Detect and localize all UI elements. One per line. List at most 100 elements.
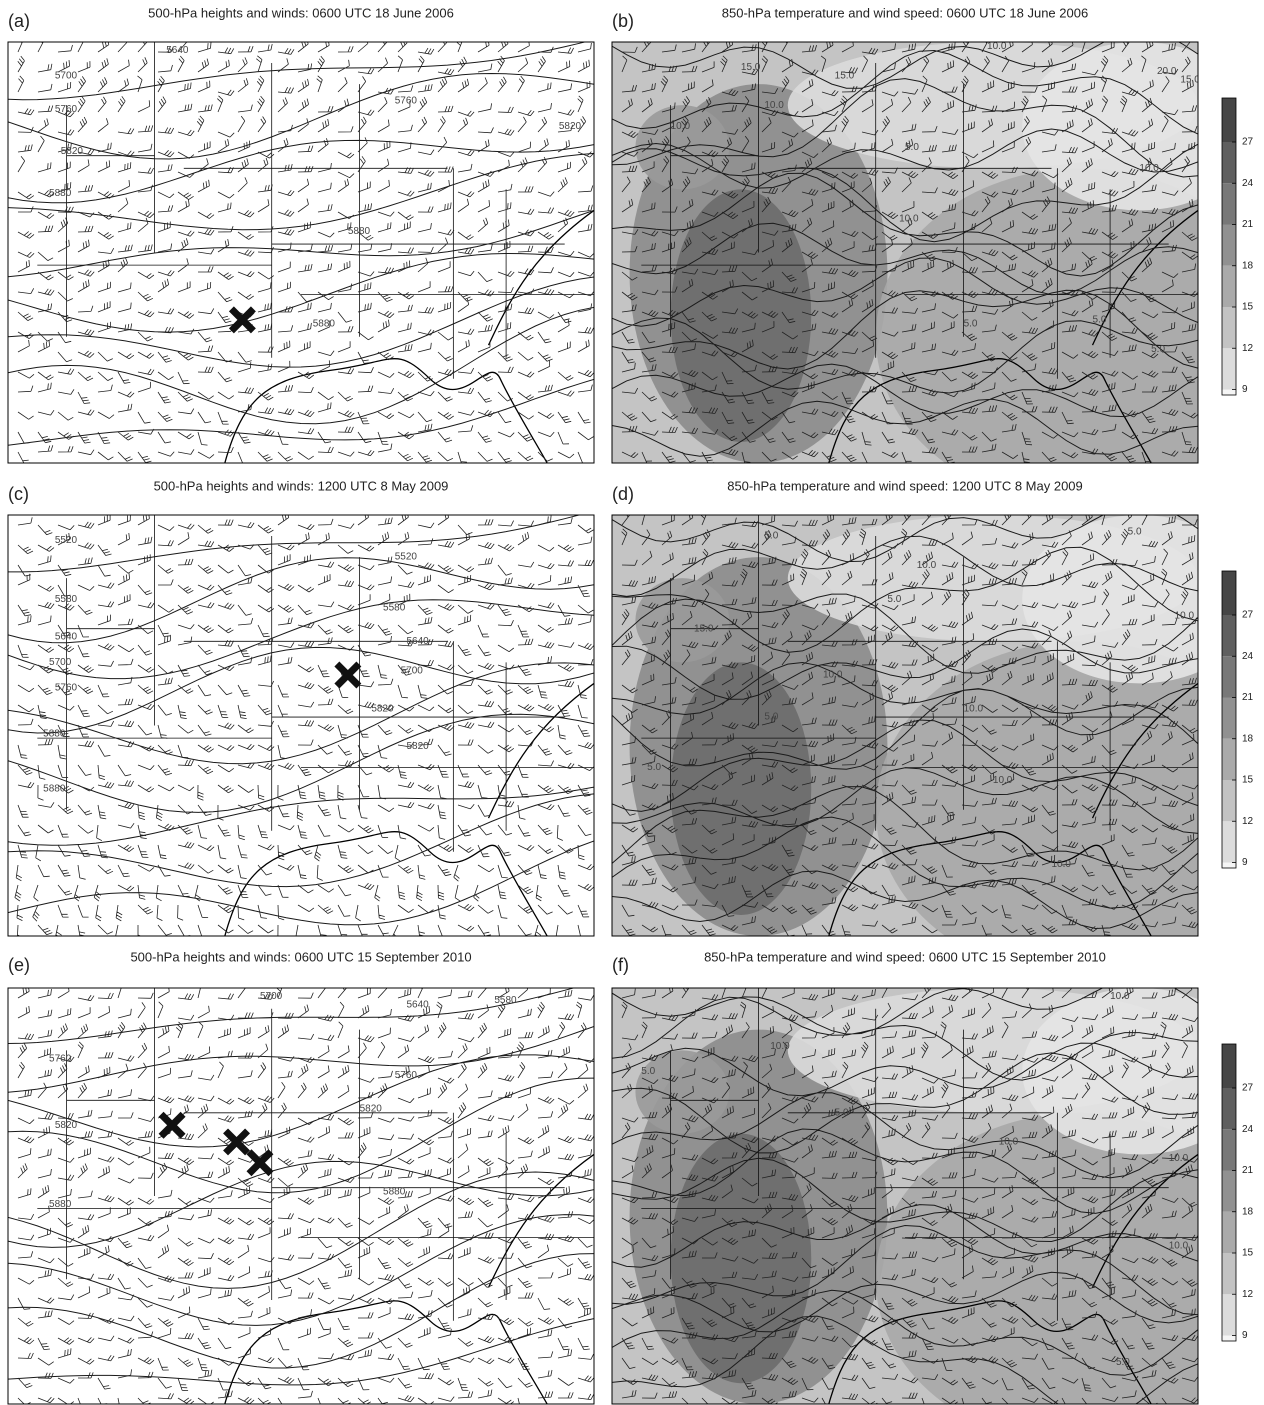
contour-label: 5.0	[1116, 1357, 1130, 1368]
colorbar-band	[1222, 1253, 1236, 1295]
wind-barbs	[17, 988, 594, 1404]
contour-label: 10.0	[1175, 611, 1195, 622]
colorbar-tick-label: 12	[1242, 1289, 1254, 1300]
contour-label: 10.0	[1110, 991, 1130, 1002]
panel-label: (f)	[612, 955, 629, 975]
contour-label: 10.0	[917, 560, 937, 571]
colorbar-frame	[1221, 570, 1237, 869]
map-panel: 5.0 5.0 10.0 5.0 15.0 10.0 5.0 10.0 10.0 10.0 10.0…	[612, 515, 1198, 936]
contour-label: 5880	[49, 188, 72, 199]
event-marker	[223, 1128, 251, 1156]
contour-label: 5.0	[964, 319, 978, 330]
colorbar-tick-label: 27	[1242, 137, 1254, 148]
contour-label: 15.0	[741, 62, 761, 73]
temperature-shading	[875, 168, 1198, 463]
wind-barbs	[17, 42, 594, 463]
colorbar-band	[1222, 697, 1236, 739]
colorbar-tick-label: 15	[1242, 302, 1254, 313]
colorbar-band	[1222, 265, 1236, 307]
contour-label: 5880	[348, 226, 371, 237]
colorbar-band	[1222, 183, 1236, 225]
contour-label: 5640	[406, 636, 429, 647]
contour-label: 5700	[401, 665, 424, 676]
colorbar-tick-label: 18	[1242, 733, 1254, 744]
contour-label: 10.0	[1139, 163, 1159, 174]
contour-label: 10.0	[1052, 859, 1072, 870]
map-panel: 10.0 5.0 10.0 10.0 10.0 5.0 10.0 5.0	[612, 988, 1198, 1404]
contour-label: 5.0	[1093, 315, 1107, 326]
panel-title: 500-hPa heights and winds: 0600 UTC 18 J…	[148, 5, 454, 20]
contour-label: 10.0	[1169, 1153, 1189, 1164]
contours	[8, 42, 594, 446]
map-panel: 5700 5640 5580 5760 5760 5820 5820 5880 5880	[8, 988, 594, 1404]
contour-label: 10.0	[671, 121, 691, 132]
panel-frame	[7, 514, 595, 937]
contour-label: 5.0	[835, 1107, 849, 1118]
coastline	[828, 1153, 1198, 1404]
contour-label: 10.0	[999, 1137, 1019, 1148]
colorbar-tick-label: 21	[1242, 1165, 1254, 1176]
contour-label: 10.0	[770, 1041, 790, 1052]
contour-label: 5880	[49, 1199, 72, 1210]
colorbar-tick-label: 24	[1242, 178, 1254, 189]
contour-label: 5760	[395, 96, 418, 107]
state-borders	[641, 988, 1198, 1321]
contour-label: 15.0	[694, 623, 714, 634]
colorbar-band	[1222, 98, 1236, 142]
contour-label: 15.0	[835, 70, 855, 81]
colorbar-band	[1222, 615, 1236, 657]
colorbar-frame	[1221, 97, 1237, 396]
contour-label: 5640	[166, 45, 189, 56]
contours	[612, 988, 1198, 1404]
panel-frame	[7, 987, 595, 1405]
colorbar-band	[1222, 780, 1236, 822]
colorbar-band	[1222, 1211, 1236, 1253]
contour-label: 5.0	[887, 594, 901, 605]
contour-label: 10.0	[823, 670, 843, 681]
colorbar-tick-label: 18	[1242, 260, 1254, 271]
panel-label: (e)	[8, 955, 30, 975]
colorbar-band	[1222, 1044, 1236, 1088]
colorbar-tick-label: 24	[1242, 1124, 1254, 1135]
colorbar-band	[1222, 821, 1236, 863]
panel-label: (c)	[8, 484, 29, 504]
contour-label: 5580	[55, 594, 78, 605]
contour-label: 5580	[494, 995, 517, 1006]
panel-title: 850-hPa temperature and wind speed: 0600…	[704, 949, 1106, 964]
colorbar-tick-label: 9	[1242, 1330, 1248, 1341]
contour-label: 10.0	[993, 775, 1013, 786]
colorbar-tick-label: 9	[1242, 857, 1248, 868]
map-panel: 5640 5700 5760 5820 5880 5760 5820 5880 5880	[8, 42, 594, 463]
contour-label: 5580	[383, 602, 406, 613]
colorbar-band	[1222, 389, 1236, 395]
panel-title: 850-hPa temperature and wind speed: 0600…	[722, 5, 1088, 20]
colorbar-band	[1222, 142, 1236, 184]
contour-label: 15.0	[1180, 75, 1200, 86]
contour-label: 5820	[61, 146, 84, 157]
contour-label: 5700	[55, 70, 78, 81]
contour-label: 5.0	[647, 762, 661, 773]
colorbar-tick-label: 12	[1242, 816, 1254, 827]
map-panel: 10.015.015.010.010.05.010.020.015.010.05…	[612, 41, 1200, 463]
temperature-shading	[635, 1050, 730, 1134]
panel-frame	[7, 41, 595, 464]
contour-label: 10.0	[899, 213, 919, 224]
contour-label: 5760	[55, 104, 78, 115]
contour-label: 5760	[395, 1070, 418, 1081]
contour-label: 5640	[55, 632, 78, 643]
coastline	[224, 682, 594, 936]
contour-label: 10.0	[987, 41, 1007, 52]
colorbar-band	[1222, 307, 1236, 349]
colorbar-band	[1222, 1088, 1236, 1130]
panel-frame	[611, 41, 1199, 464]
colorbar-band	[1222, 1129, 1236, 1171]
contour-label: 5760	[49, 1053, 72, 1064]
wind-barbs	[621, 988, 1198, 1404]
colorbar-tick-label: 24	[1242, 651, 1254, 662]
contour-label: 5820	[559, 121, 582, 132]
colorbar-tick-label: 27	[1242, 1083, 1254, 1094]
colorbar-frame	[1221, 1043, 1237, 1342]
temperature-shading	[670, 1133, 812, 1384]
contour-label: 5520	[55, 535, 78, 546]
colorbar-band	[1222, 738, 1236, 780]
